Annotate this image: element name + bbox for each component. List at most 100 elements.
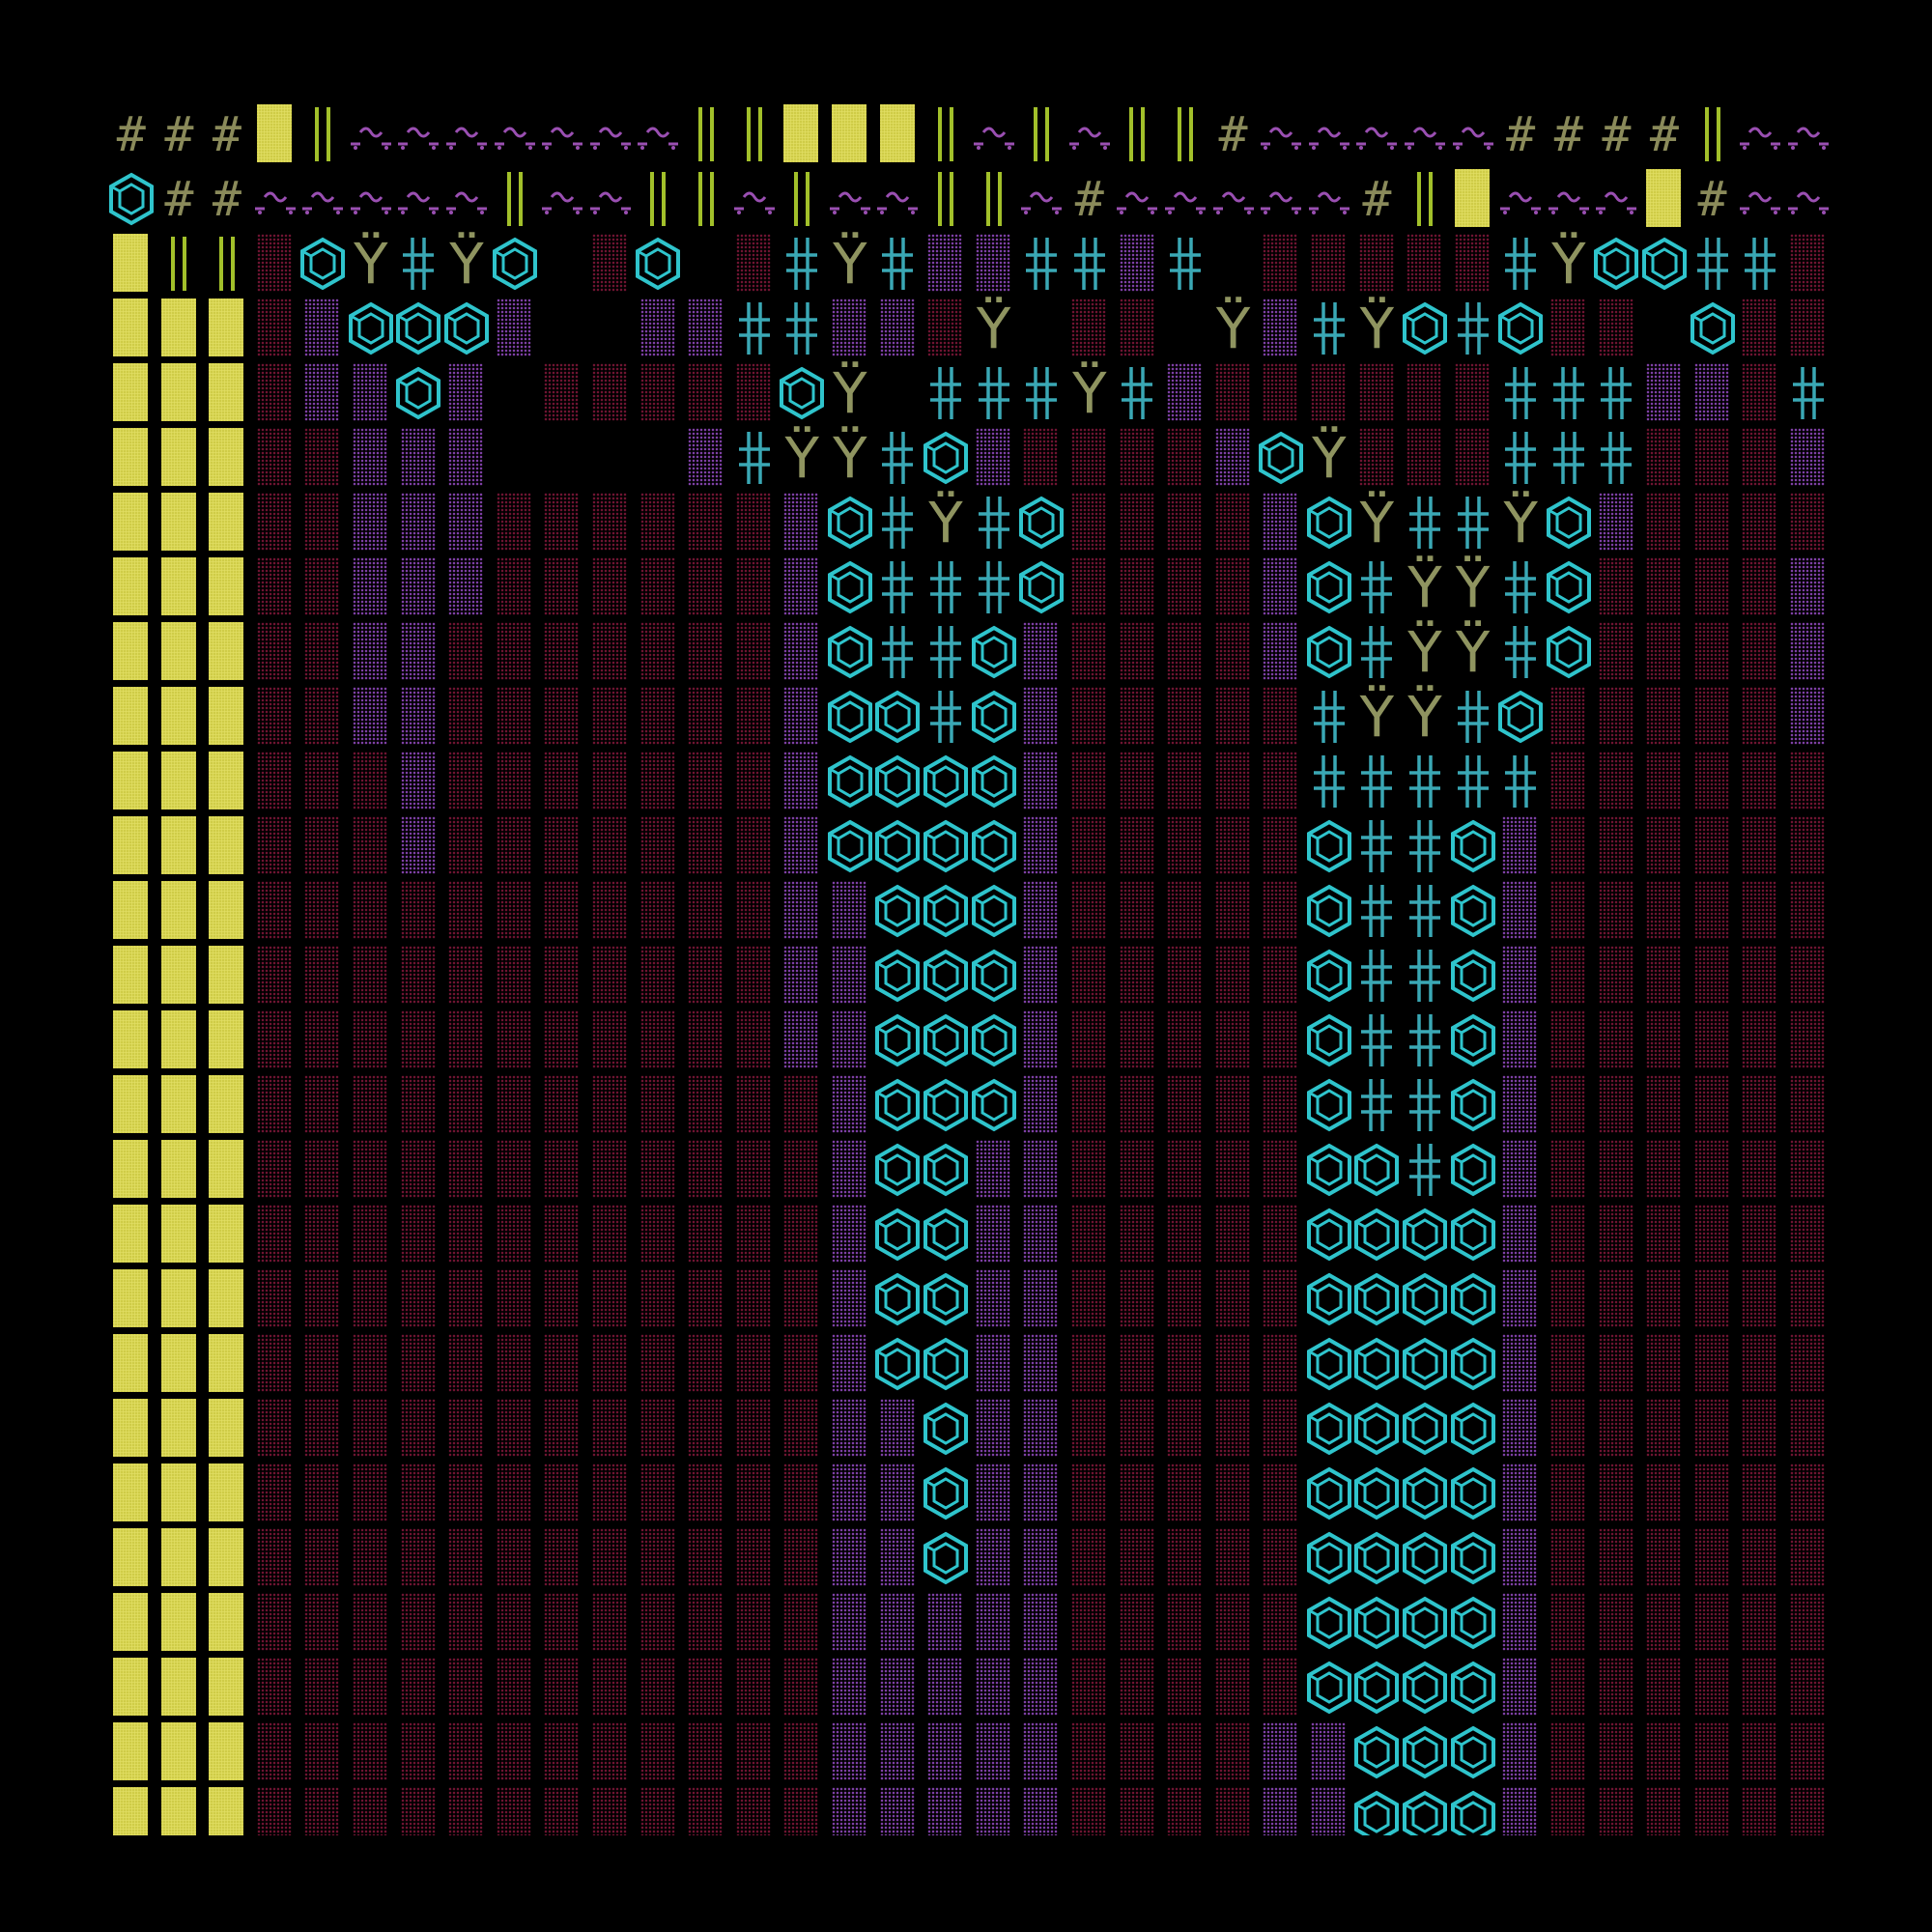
hexagon-crystal-icon-shape [875,1208,921,1261]
void-tile [1640,296,1689,360]
crimson-floor-tile [1214,622,1250,680]
crimson-floor-tile [735,1334,771,1392]
crimson-floor-tile [448,1399,484,1457]
hexagon-crystal-icon [1305,1137,1353,1202]
yellow-block-tile [209,1722,244,1780]
rubble-glyph: # [164,105,194,162]
crimson-floor-tile [1071,1658,1106,1716]
crimson-floor-tile [1167,557,1203,615]
ground-ripple-icon-shape [398,127,440,150]
double-cross-rune-icon [1353,1008,1402,1072]
violet-floor-tile [1263,1722,1298,1780]
crimson-floor-tile [1023,428,1059,486]
crimson-floor-tile [592,1593,627,1651]
yellow-block-tile [160,1205,196,1263]
crimson-floor-tile [1167,946,1203,1004]
crimson-floor-tile [544,1787,580,1835]
crimson-floor-tile [735,816,771,874]
hexagon-crystal-icon [1401,1396,1449,1461]
hexagon-crystal-icon [922,878,970,943]
crimson-floor-tile [1167,816,1203,874]
violet-floor-tile [1646,363,1682,421]
hexagon-crystal-icon [1353,1331,1402,1396]
hexagon-crystal-icon-shape [1450,1725,1495,1778]
hexagon-crystal-icon-shape [1450,1661,1495,1714]
yellow-block-tile [113,298,148,356]
crimson-floor-tile [400,1399,436,1457]
game-map-viewport[interactable]: # # # [107,101,1833,1835]
hexagon-crystal-icon [1353,1461,1402,1525]
violet-floor-tile [1023,1269,1059,1327]
hexagon-crystal-icon-shape [1019,560,1065,613]
rubble-hash-icon: # [1496,101,1545,166]
crimson-floor-tile [688,1463,724,1521]
crimson-floor-tile [1742,1010,1777,1068]
double-cross-rune-icon-shape [1361,1078,1393,1131]
hexagon-crystal-icon-shape [1306,1013,1351,1066]
crimson-floor-tile [783,1722,819,1780]
yellow-block-tile [832,104,867,162]
double-cross-rune-icon-shape [738,431,770,484]
violet-floor-tile [1023,1399,1059,1457]
violet-floor-tile [879,1528,915,1586]
crimson-floor-tile [1071,1463,1106,1521]
yellow-block-tile [209,428,244,486]
violet-floor-tile [975,234,1010,292]
double-bar-icon [156,231,204,296]
hexagon-crystal-icon [1640,231,1689,296]
hexagon-crystal-icon-shape [1354,1208,1400,1261]
crimson-floor-tile [1742,687,1777,745]
double-cross-rune-icon-shape [882,496,914,549]
violet-floor-tile [639,298,675,356]
crimson-floor-tile [256,234,292,292]
yellow-block-tile [160,881,196,939]
crimson-floor-tile [1071,1334,1106,1392]
crimson-floor-tile [256,752,292,810]
ground-ripple-icon [1017,166,1065,231]
crimson-floor-tile [1790,493,1825,551]
double-cross-rune-icon-shape [1408,1078,1440,1131]
double-cross-rune-icon [1545,425,1593,490]
crimson-floor-tile [1167,1205,1203,1263]
hexagon-crystal-icon [1545,554,1593,619]
ground-ripple-icon [1305,101,1353,166]
crimson-floor-tile [1119,428,1154,486]
double-cross-rune-icon-shape [1361,754,1393,808]
hexagon-crystal-icon-shape [1402,1272,1447,1325]
violet-floor-tile [927,234,963,292]
crimson-floor-tile [639,816,675,874]
double-bar-icon-shape [1034,106,1050,161]
double-cross-rune-icon-shape [1408,1013,1440,1066]
crimson-floor-tile [1598,687,1634,745]
hexagon-crystal-icon [1593,231,1641,296]
sprout-glyph: Ÿ [1215,295,1251,361]
crimson-floor-tile [256,1528,292,1586]
crimson-floor-tile [1263,1269,1298,1327]
crimson-floor-tile [783,1528,819,1586]
crimson-floor-tile [1263,1593,1298,1651]
crimson-floor-tile [256,1399,292,1457]
ground-ripple-icon [1784,101,1833,166]
ground-ripple-icon [586,166,635,231]
crimson-floor-tile [1406,363,1442,421]
crimson-floor-tile [304,1528,340,1586]
violet-floor-tile [400,687,436,745]
yellow-block-tile [209,946,244,1004]
crimson-floor-tile [496,1399,531,1457]
crimson-floor-tile [1214,1787,1250,1835]
crimson-floor-tile [1214,881,1250,939]
crimson-floor-tile [304,881,340,939]
double-cross-rune-icon-shape [929,625,961,678]
crimson-floor-tile [1550,1787,1585,1835]
crimson-floor-tile [353,946,387,1004]
crimson-floor-tile [1119,622,1154,680]
violet-floor-tile [1023,881,1059,939]
violet-floor-tile [400,557,436,615]
rubble-glyph: # [212,105,242,162]
hexagon-crystal-icon-shape [1594,237,1639,290]
hexagon-crystal-icon-shape [923,754,968,808]
crimson-floor-tile [1693,1075,1729,1133]
double-cross-rune-icon [730,425,779,490]
rubble-hash-icon: # [1209,101,1258,166]
violet-floor-tile [448,493,484,551]
